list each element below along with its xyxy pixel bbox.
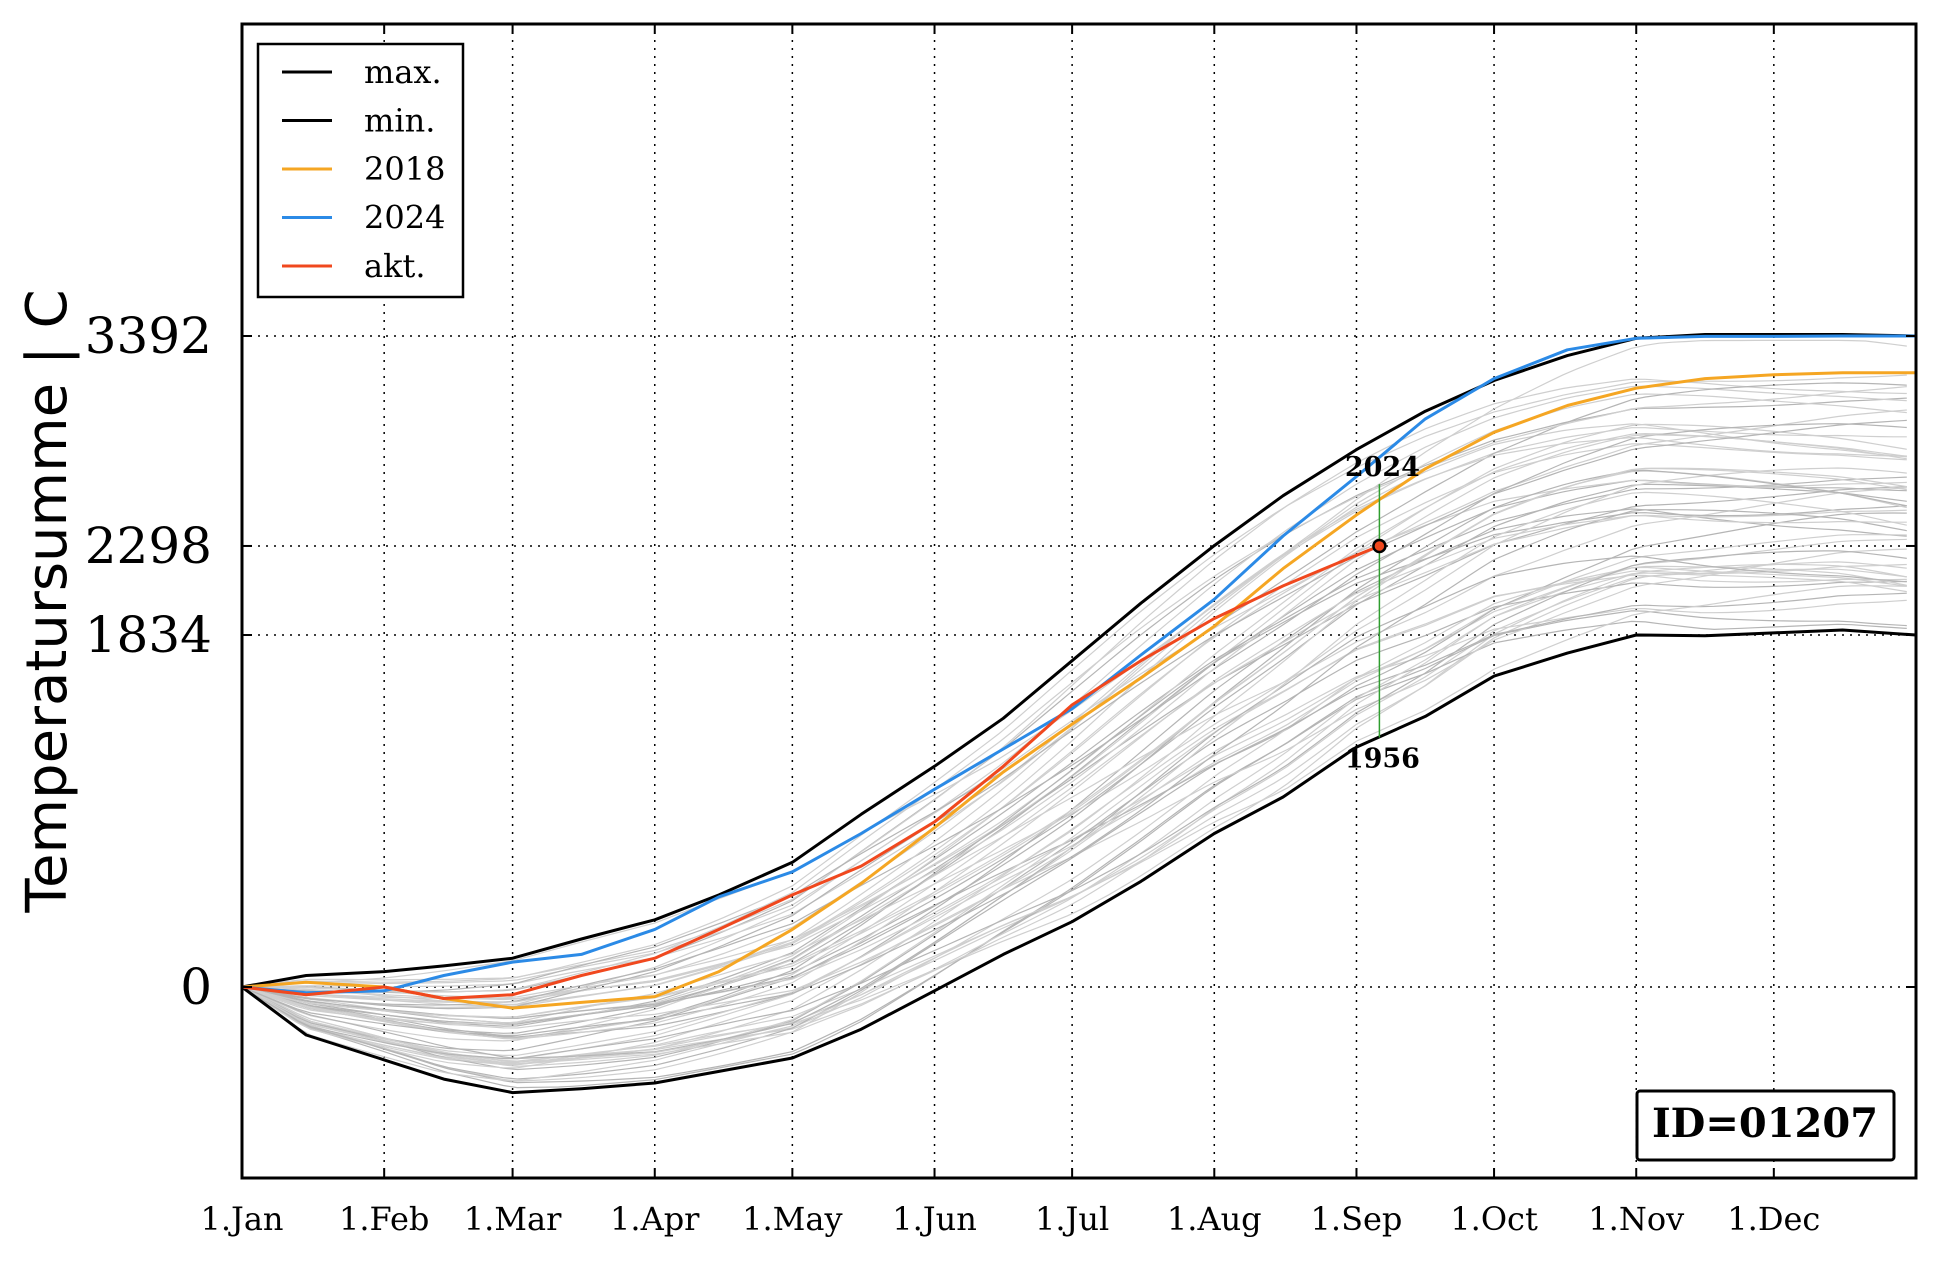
legend-item: max. (282, 53, 442, 91)
legend-item: 2024 (282, 199, 445, 237)
legend-label: min. (364, 102, 435, 140)
series-line-2024 (241, 334, 1916, 995)
x-tick-label: 1.Mar (464, 1200, 562, 1238)
history-line (241, 423, 1907, 1000)
legend-label: 2024 (364, 199, 445, 237)
marker-bottom-label: 1956 (1345, 744, 1420, 775)
history-line (241, 382, 1907, 993)
x-tick-label: 1.Nov (1588, 1200, 1684, 1238)
series-line-akt (241, 544, 1380, 1000)
series-lines (241, 333, 1917, 1095)
legend-item: min. (282, 102, 435, 140)
history-line (241, 592, 1907, 1080)
legend-label: akt. (364, 247, 426, 285)
x-axis-ticks: 1.Jan 1.Feb 1.Mar 1.Apr 1.May 1.Jun 1.Jul 1.Aug… (200, 24, 1820, 1238)
history-line (241, 620, 1907, 1089)
history-line (241, 419, 1907, 1010)
history-line (241, 585, 1907, 1082)
y-tick-label: 0 (180, 958, 212, 1016)
history-line (241, 432, 1907, 1003)
current-point (1372, 538, 1387, 554)
x-tick-label: 1.Apr (610, 1200, 700, 1238)
legend-label: 2018 (364, 150, 445, 188)
history-line (241, 534, 1907, 1057)
history-line (241, 574, 1907, 1067)
legend: max. min. 2018 2024 akt. (256, 42, 465, 299)
y-tick-label: 2298 (85, 517, 212, 575)
history-line (241, 505, 1907, 1039)
history-line (241, 378, 1907, 988)
history-line (241, 566, 1907, 1063)
y-tick-label: 3392 (85, 307, 212, 365)
history-line (241, 487, 1907, 1042)
x-tick-label: 1.Jan (200, 1200, 283, 1238)
plot-frame (240, 22, 1918, 1180)
history-line (241, 436, 1907, 1005)
x-tick-label: 1.Aug (1167, 1200, 1262, 1238)
history-line (241, 486, 1907, 1034)
id-box-frame (1635, 1089, 1896, 1162)
x-tick-label: 1.May (742, 1200, 842, 1238)
history-line (241, 610, 1907, 1084)
history-line (241, 476, 1907, 1027)
history-line (241, 508, 1907, 1038)
series-line-max (241, 333, 1917, 989)
current-marker: 2024 1956 (1345, 452, 1420, 774)
x-tick-label: 1.Oct (1450, 1200, 1538, 1238)
y-axis-ticks: 0 1834 2298 3392 (85, 307, 1916, 1016)
history-line (241, 599, 1907, 1082)
series-line-min (241, 628, 1917, 1095)
history-line (242, 423, 1907, 1000)
history-line (241, 470, 1907, 1020)
id-box: ID=01207 (1635, 1089, 1896, 1162)
x-tick-label: 1.Jul (1035, 1200, 1109, 1238)
marker-top-label: 2024 (1345, 452, 1420, 483)
history-line (241, 467, 1907, 1018)
history-line (241, 468, 1907, 1018)
background-year-lines (241, 339, 1907, 1089)
history-line (241, 434, 1907, 1004)
history-line (241, 512, 1907, 1052)
y-axis-label: Temperatursumme | C (15, 289, 80, 913)
history-line (241, 550, 1907, 1059)
history-line (241, 386, 1907, 993)
x-tick-label: 1.Jun (892, 1200, 977, 1238)
x-tick-label: 1.Dec (1727, 1200, 1820, 1238)
history-line (241, 509, 1907, 1036)
history-line (241, 467, 1907, 1025)
series-line-2018 (241, 371, 1916, 1010)
history-line (241, 479, 1907, 1024)
x-tick-label: 1.Feb (339, 1200, 429, 1238)
history-line (241, 514, 1907, 1040)
history-line (241, 572, 1907, 1066)
legend-label: max. (364, 53, 442, 91)
legend-item: 2018 (282, 150, 445, 188)
history-line (241, 580, 1907, 1071)
legend-item: akt. (282, 247, 426, 285)
history-line (241, 483, 1907, 1025)
history-line (241, 563, 1907, 1065)
y-tick-label: 1834 (85, 606, 212, 664)
x-tick-label: 1.Sep (1311, 1200, 1403, 1238)
history-line (241, 469, 1907, 1020)
history-line (241, 423, 1907, 1006)
history-line (241, 491, 1907, 1029)
station-id: ID=01207 (1652, 1100, 1878, 1147)
history-line (241, 393, 1907, 988)
